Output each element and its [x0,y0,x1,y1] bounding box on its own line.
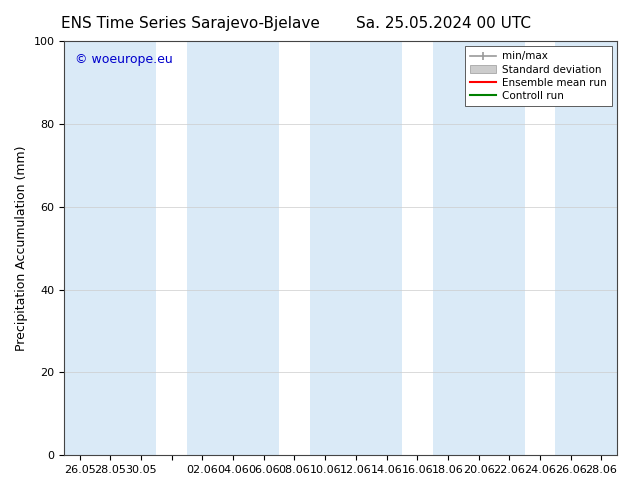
Y-axis label: Precipitation Accumulation (mm): Precipitation Accumulation (mm) [15,146,28,351]
Bar [555,41,617,455]
Text: ENS Time Series Sarajevo-Bjelave: ENS Time Series Sarajevo-Bjelave [61,16,320,31]
Bar [432,41,525,455]
Bar [310,41,402,455]
Text: © woeurope.eu: © woeurope.eu [75,53,173,67]
Text: Sa. 25.05.2024 00 UTC: Sa. 25.05.2024 00 UTC [356,16,531,31]
Bar [187,41,279,455]
Bar [64,41,157,455]
Legend: min/max, Standard deviation, Ensemble mean run, Controll run: min/max, Standard deviation, Ensemble me… [465,46,612,106]
